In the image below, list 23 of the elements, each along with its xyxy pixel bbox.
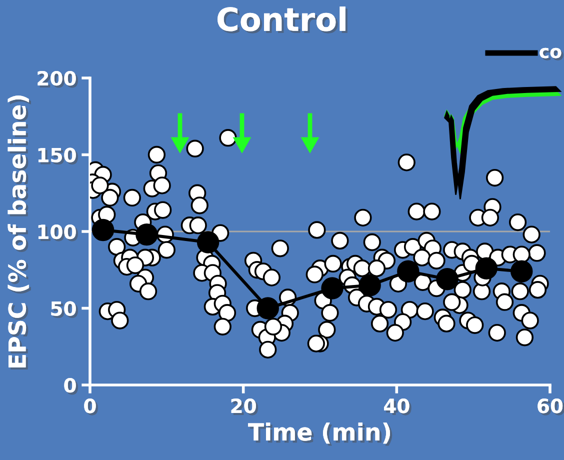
x-tick-label: 40 <box>384 398 412 416</box>
x-tick-label: 0 <box>84 398 98 416</box>
x-axis-title: Time (min) <box>248 422 392 446</box>
y-tick-label: 0 <box>64 378 78 395</box>
x-tick-label: 60 <box>538 398 564 416</box>
point <box>321 277 344 300</box>
point <box>196 231 220 254</box>
point <box>510 260 533 283</box>
y-tick-label: 100 <box>38 224 78 242</box>
point <box>358 274 381 296</box>
y-tick-label: 50 <box>51 301 78 318</box>
y-axis-title: EPSC (% of baseline) <box>8 95 31 370</box>
point <box>475 257 498 280</box>
chart-title: Control <box>218 6 348 34</box>
y-tick-label: 150 <box>38 148 78 164</box>
point <box>397 260 420 283</box>
x-tick-label: 20 <box>231 398 258 416</box>
point <box>436 268 458 290</box>
y-tick-label: 200 <box>38 70 78 88</box>
text: co <box>540 48 564 60</box>
point <box>92 218 114 242</box>
point <box>256 297 279 320</box>
point <box>136 223 158 246</box>
